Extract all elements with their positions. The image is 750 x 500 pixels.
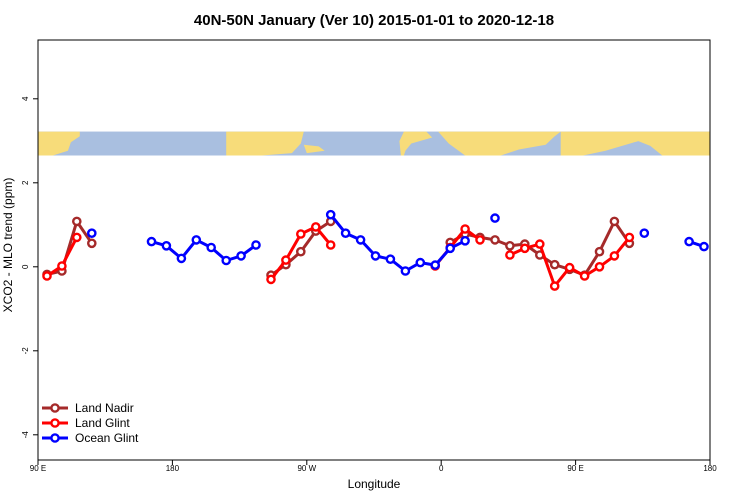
data-point-ocean-glint — [400, 266, 411, 276]
data-point-ocean-glint — [251, 240, 261, 250]
series-layer — [42, 209, 709, 291]
x-tick-label: 90 W — [297, 464, 316, 473]
data-point-ocean-glint — [87, 228, 97, 238]
data-point-ocean-glint — [236, 251, 246, 261]
data-point-land-glint — [42, 271, 52, 281]
legend-item-land-nadir: Land Nadir — [42, 401, 134, 415]
data-point-ocean-glint — [385, 254, 396, 265]
data-point-land-nadir — [609, 216, 620, 227]
x-tick-label: 90 E — [30, 464, 46, 473]
data-point-land-glint — [295, 229, 306, 239]
y-axis-label: XCO2 - MLO trend (ppm) — [1, 178, 15, 313]
data-point-ocean-glint — [639, 228, 650, 238]
world-map-band — [38, 131, 710, 156]
data-point-land-glint — [475, 235, 485, 245]
data-point-land-glint — [57, 261, 67, 271]
series-line-land-nadir — [46, 219, 94, 276]
data-point-ocean-glint — [221, 255, 231, 266]
data-point-land-nadir — [295, 246, 306, 257]
map-land — [38, 131, 80, 156]
data-point-ocean-glint — [430, 260, 441, 270]
legend-item-land-glint: Land Glint — [42, 416, 130, 430]
x-axis-label: Longitude — [348, 477, 401, 491]
data-point-land-nadir — [594, 246, 605, 257]
data-point-ocean-glint — [684, 236, 694, 247]
x-tick-label: 180 — [703, 464, 717, 473]
chart-title: 40N-50N January (Ver 10) 2015-01-01 to 2… — [194, 12, 554, 29]
data-point-ocean-glint — [146, 236, 157, 247]
series-ocean-glint — [87, 209, 709, 276]
data-point-land-glint — [310, 222, 321, 232]
y-axis: -4 -2 0 2 4 — [21, 96, 38, 438]
data-point-ocean-glint — [355, 235, 366, 245]
y-tick-label: 4 — [21, 96, 30, 101]
data-point-ocean-glint — [191, 235, 202, 245]
y-tick-label: 0 — [21, 264, 30, 269]
series-land-glint — [42, 222, 635, 291]
data-point-ocean-glint — [370, 251, 381, 261]
plot-area-border — [37, 39, 711, 461]
map-land — [438, 131, 561, 156]
map-land — [399, 131, 433, 156]
legend-label: Land Nadir — [75, 401, 134, 415]
series-line-land-glint — [434, 227, 481, 267]
x-axis: 90 E 180 90 W 0 90 E 180 — [30, 460, 717, 473]
data-point-land-glint — [72, 232, 82, 243]
data-point-land-glint — [564, 262, 575, 273]
legend-label: Ocean Glint — [75, 431, 139, 445]
legend-marker — [50, 403, 60, 413]
legend-label: Land Glint — [75, 416, 130, 430]
data-point-land-glint — [535, 239, 545, 249]
y-tick-label: -2 — [21, 347, 30, 355]
data-point-land-glint — [549, 281, 560, 291]
data-point-land-glint — [579, 271, 590, 281]
data-point-land-glint — [594, 261, 605, 272]
legend-item-ocean-glint: Ocean Glint — [42, 431, 139, 445]
data-point-land-nadir — [549, 259, 560, 270]
data-point-ocean-glint — [325, 209, 336, 220]
data-point-land-glint — [505, 250, 515, 260]
data-point-land-glint — [281, 255, 291, 265]
data-point-land-nadir — [490, 235, 500, 245]
legend-marker — [50, 433, 60, 443]
x-tick-label: 0 — [439, 464, 444, 473]
map-land — [226, 131, 304, 156]
data-point-ocean-glint — [206, 242, 216, 253]
y-tick-label: -4 — [21, 431, 30, 439]
y-tick-label: 2 — [21, 180, 30, 185]
data-point-land-glint — [624, 232, 635, 243]
data-point-ocean-glint — [445, 243, 456, 254]
data-point-ocean-glint — [415, 257, 426, 268]
series-land-nadir — [42, 216, 635, 281]
data-point-land-glint — [266, 274, 276, 285]
data-point-land-glint — [609, 251, 620, 261]
data-point-ocean-glint — [161, 240, 172, 251]
data-point-land-nadir — [72, 216, 82, 227]
series-line-ocean-glint — [329, 213, 466, 273]
data-point-land-nadir — [505, 240, 515, 251]
data-point-land-glint — [325, 240, 336, 250]
data-point-land-nadir — [87, 238, 97, 249]
data-point-ocean-glint — [460, 235, 470, 246]
data-point-land-glint — [520, 243, 530, 254]
data-point-land-glint — [460, 224, 470, 234]
data-point-ocean-glint — [490, 213, 500, 223]
legend-marker — [50, 418, 60, 428]
map-land — [560, 131, 710, 156]
data-point-ocean-glint — [699, 241, 709, 252]
data-point-ocean-glint — [340, 228, 351, 238]
map-land — [303, 144, 325, 154]
x-tick-label: 90 E — [567, 464, 583, 473]
x-tick-label: 180 — [166, 464, 180, 473]
data-point-ocean-glint — [176, 253, 187, 264]
